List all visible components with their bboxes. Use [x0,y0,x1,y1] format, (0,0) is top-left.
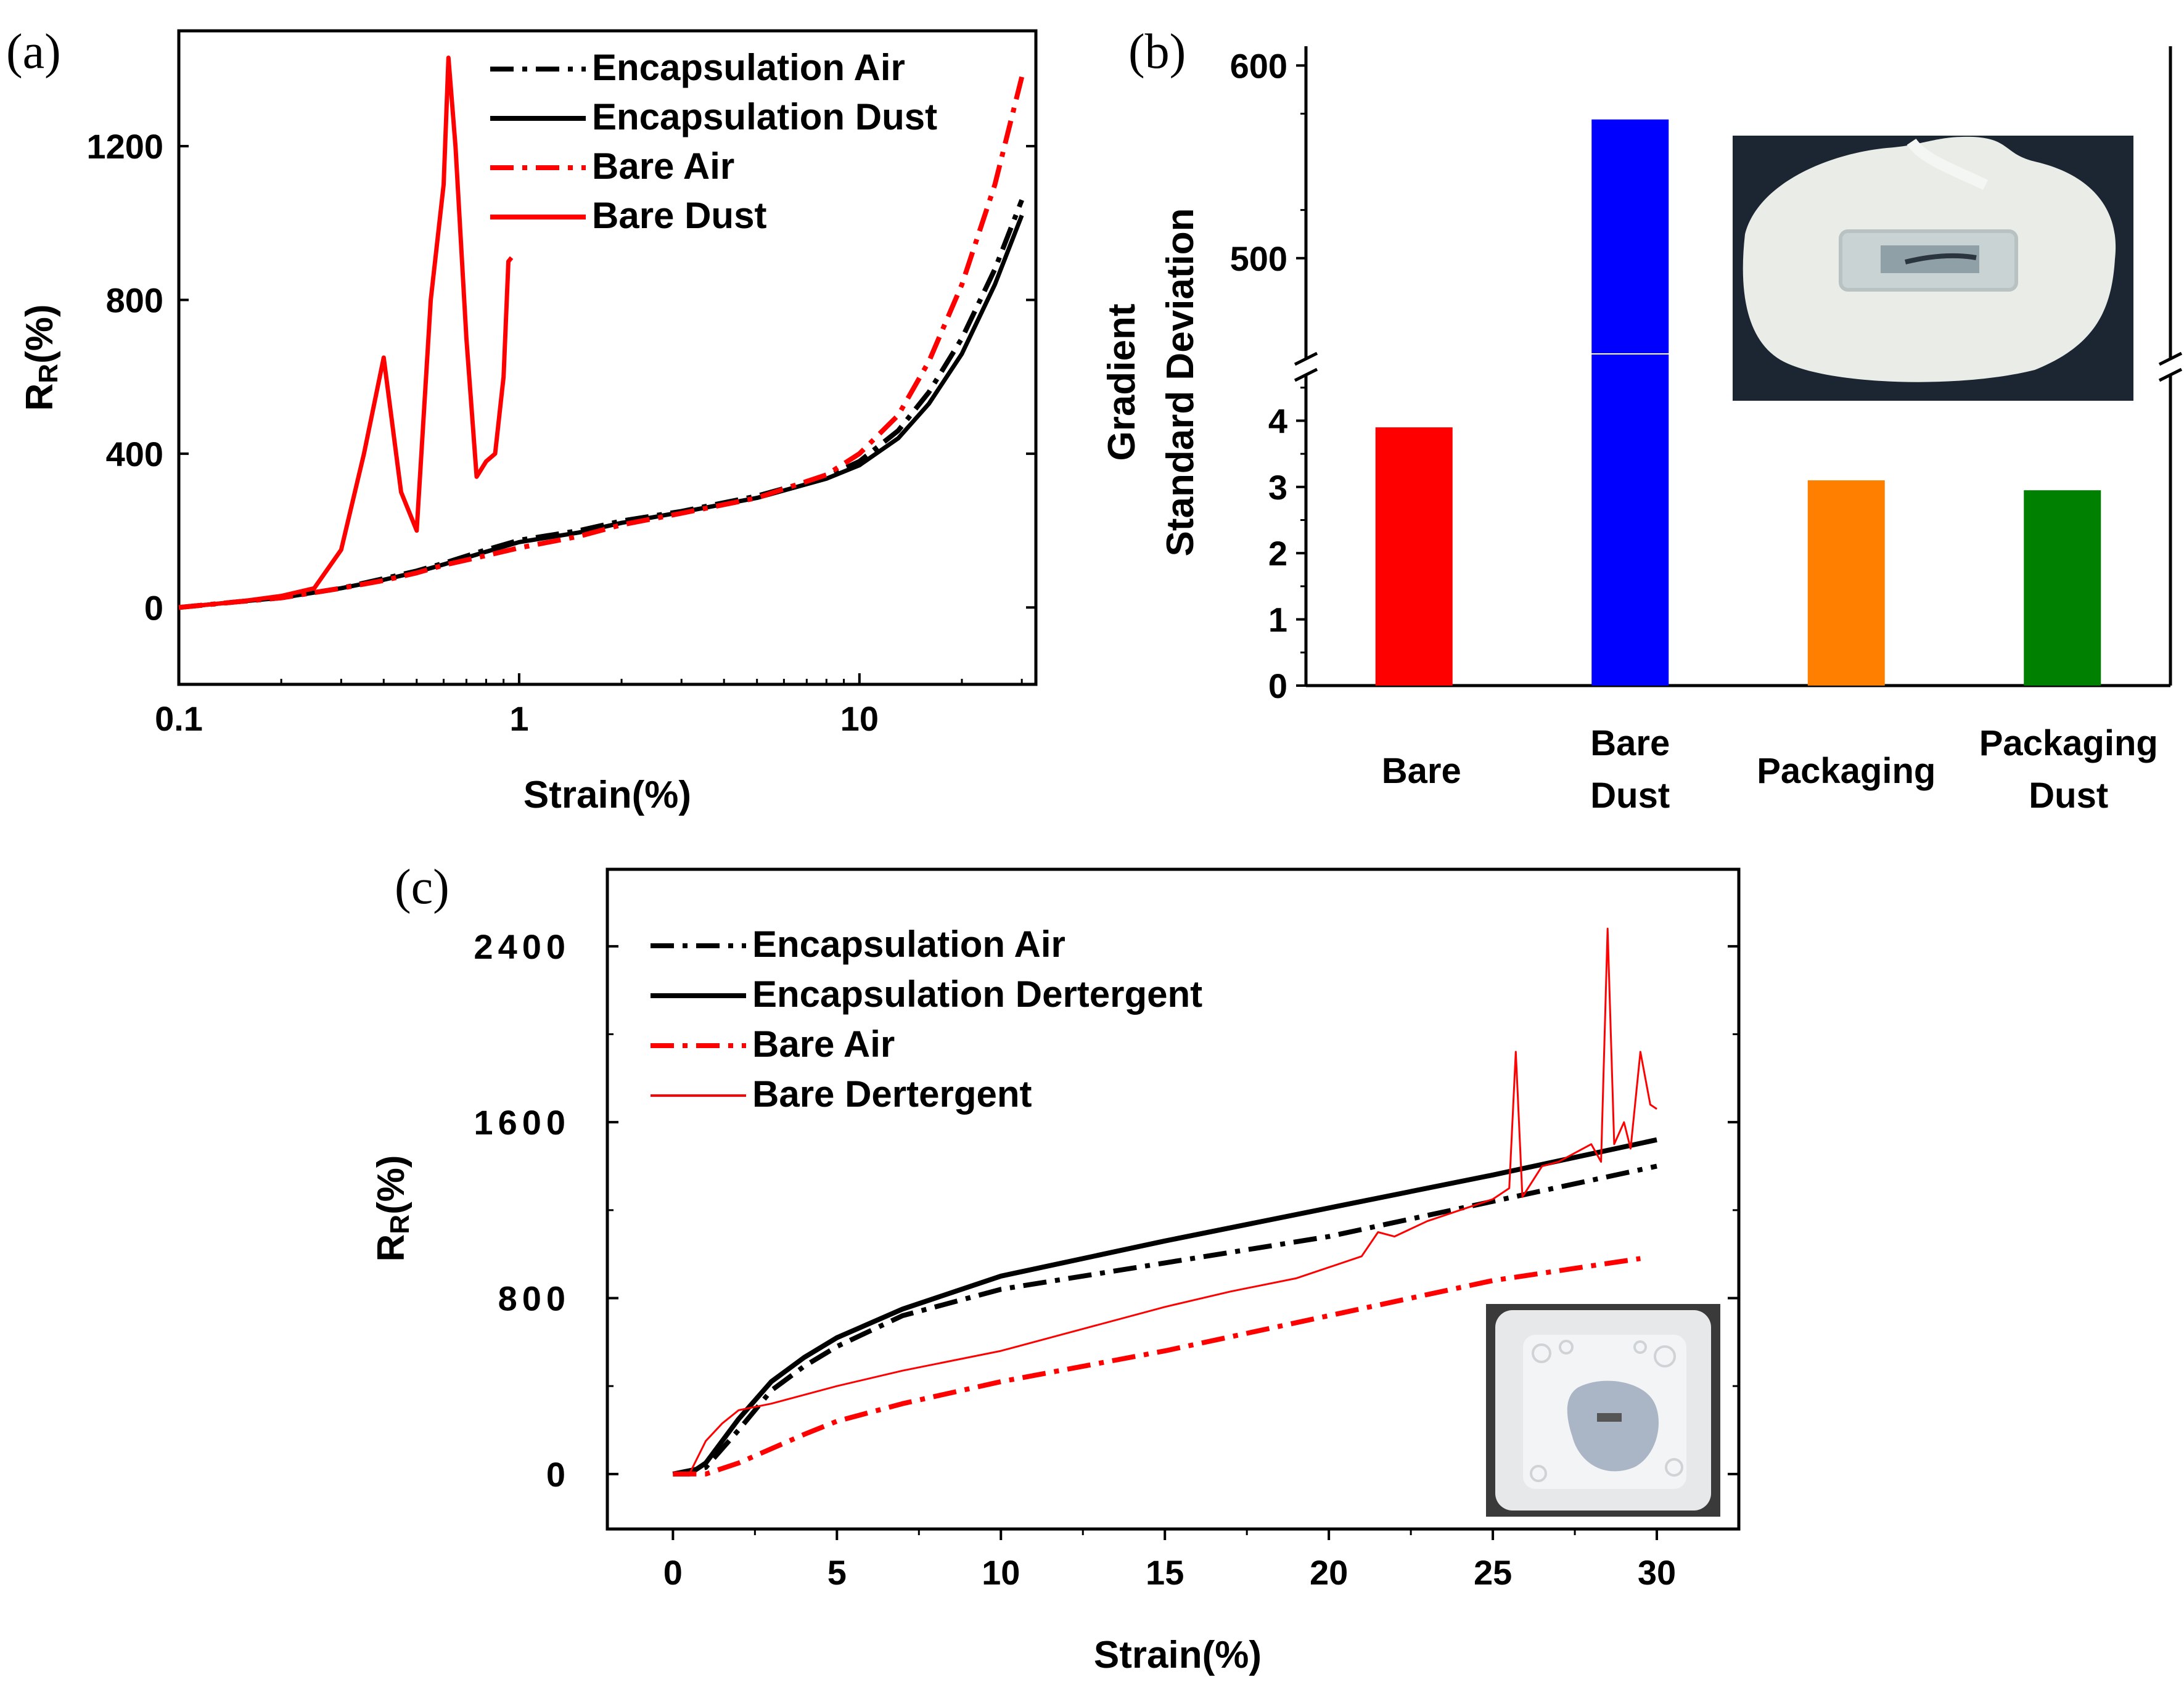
inset-c-bubble [1654,1345,1676,1367]
panel-b-bar-2-lower [1591,355,1669,686]
panel-c-x-tick-label: 25 [1474,1553,1512,1592]
panel-c-y-title-tail: (%) [370,1155,413,1215]
panel-a-y-title-sub: R [33,364,64,383]
panel-c-x-tick-label: 10 [982,1553,1020,1592]
panel-b-axis-break-mark [1294,351,1318,366]
panel-b-category-label-line2: Dust [1590,776,1670,816]
panel-b-axis-break-mark [2158,367,2183,382]
panel-c-x-tick-label: 5 [827,1553,847,1592]
panel-c-x-tick-label: 20 [1310,1553,1348,1592]
panel-b-bar-2-upper [1591,119,1669,353]
panel-b-axis-break-mark [1294,367,1318,382]
panel-a-y-tick-label: 400 [106,435,163,473]
panel-b-category-labels: Bare Bare Dust Packaging Packaging Dust [1382,723,2158,816]
panel-c-legend: Encapsulation Air Encapsulation Dertergen… [651,924,1202,1115]
panel-a-y-title-main: R [18,383,61,411]
panel-a-legend-label: Bare Dust [592,195,766,236]
panel-c-legend-label: Encapsulation Dertergent [752,974,1202,1015]
panel-a-y-tick-label: 0 [144,588,163,627]
panel-a-series-line-2 [178,215,1024,610]
panel-a-label: (a) [6,25,61,79]
panel-c-legend-label: Bare Air [752,1023,895,1065]
panel-a-y-tick-label: 800 [106,281,163,319]
panel-c-y-axis-title: RR(%) [370,1155,415,1262]
panel-c-y-tick-label: 1600 [474,1103,570,1142]
panel-c-y-tick-label: 800 [498,1279,570,1318]
panel-c-x-tick-label: 15 [1146,1553,1184,1592]
panel-c-series-line-2 [673,1137,1657,1477]
panel-b-y-tick-label: 0 [1268,666,1287,705]
inset-c-bubble [1633,1340,1647,1354]
panel-a-series-line-4 [178,55,514,610]
panel-a-x-tick-label: 10 [840,699,879,738]
panel-b-label: (b) [1128,25,1186,79]
panel-c-x-tick-label: 0 [663,1553,683,1592]
inset-c-bubble [1532,1343,1551,1363]
panel-b-y-tick-label: 4 [1268,401,1287,440]
panel-b-inset-photo [1733,136,2133,401]
panel-c-y-tick-label: 2400 [474,927,570,966]
inset-sensor-strip [1905,253,1977,264]
panel-b-bar-3 [1807,480,1885,686]
panel-a-legend: Encapsulation Air Encapsulation Dust Bare … [490,47,937,236]
inset-c-bubble [1665,1458,1683,1477]
panel-b-y-tick-label: 2 [1268,534,1287,573]
panel-b-bars-group [1375,119,2101,686]
panel-c-label: (c) [395,860,450,914]
panel-c-axes: 0 800 1600 2400 0 5 10 15 20 25 30 [474,927,1739,1592]
panel-c-inset-photo [1486,1304,1720,1517]
panel-b-bar-4 [2024,490,2101,686]
panel-c-line-chart: (c) 0 800 1600 2400 0 5 10 15 20 25 30 Encapsulati… [370,860,1741,1676]
panel-a-series-line-1 [178,199,1024,610]
inset-c-liquid [1567,1380,1659,1472]
panel-b-bar-1 [1375,427,1453,686]
panel-b-category-label: Bare [1382,751,1461,791]
panel-b-category-label: Packaging [1757,751,1936,791]
panel-c-x-axis-title: Strain(%) [1094,1634,1262,1676]
panel-b-y-tick-label: 1 [1268,601,1287,639]
inset-c-sensor [1597,1413,1622,1422]
panel-c-y-title-main: R [370,1234,413,1262]
panel-a-plot-frame [177,29,1038,686]
panel-c-series-line-1 [672,1163,1657,1477]
panel-a-axes: 0 400 800 1200 0.1 1 10 [86,127,1036,738]
inset-c-bubble [1559,1340,1574,1355]
panel-b-axis-break-mark [2158,351,2183,366]
inset-dust-streak [1907,138,1989,191]
panel-a-legend-label: Encapsulation Air [592,47,905,88]
panel-c-y-title-sub: R [385,1215,415,1234]
panel-b-y-axis-title-line1: Gradient [1101,304,1143,461]
panel-c-plot-frame [606,867,1741,1531]
panel-a-x-tick-label: 1 [509,699,528,738]
panel-a-x-axis-title: Strain(%) [523,774,691,816]
panel-b-category-label-line2: Dust [2029,776,2108,816]
panel-c-legend-label: Bare Dertergent [752,1073,1032,1115]
panel-b-y-tick-label: 600 [1230,46,1287,85]
panel-b-category-label-line1: Packaging [1979,723,2158,763]
panel-b-bar-chart: (b) 0 1 2 3 4 500 600 Bare Bare Dust Packaging Pac… [1101,25,2183,816]
panel-b-y-axis-title-line2: Standard Deviation [1159,208,1202,557]
panel-a-series-group [178,55,1025,610]
panel-a-y-axis-title: RR(%) [18,305,64,411]
panel-b-y-tick-label: 3 [1268,468,1287,507]
panel-a-y-tick-label: 1200 [86,127,163,166]
panel-a-legend-label: Encapsulation Dust [592,96,937,137]
panel-a-y-title-tail: (%) [18,305,61,364]
inset-c-bubble [1530,1465,1547,1482]
panel-c-series-line-3 [673,1256,1641,1477]
panel-b-y-tick-label: 500 [1230,239,1287,278]
panel-c-x-tick-label: 30 [1638,1553,1676,1592]
panel-b-category-label-line1: Bare [1590,723,1670,763]
panel-a-x-tick-label: 0.1 [155,699,203,738]
panel-c-series-group [672,927,1657,1477]
panel-c-legend-label: Encapsulation Air [752,924,1065,965]
panel-c-series-line-4 [673,927,1657,1475]
panel-a-series-line-3 [178,76,1025,610]
panel-a-legend-label: Bare Air [592,146,734,187]
panel-c-y-tick-label: 0 [546,1455,570,1494]
